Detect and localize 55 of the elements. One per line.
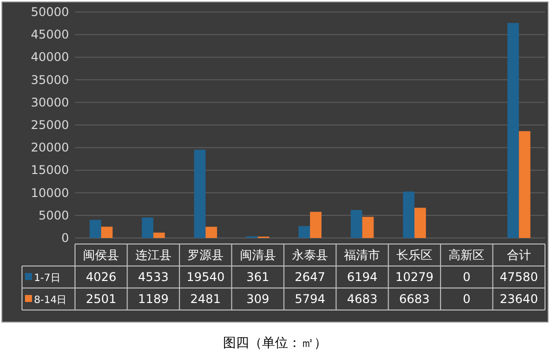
data-label: 6194 (346, 270, 378, 284)
y-tick-label: 10000 (30, 186, 69, 200)
data-label: 4026 (86, 270, 116, 284)
bar (518, 131, 530, 238)
bar (101, 226, 113, 238)
bar (350, 210, 362, 238)
bar (310, 212, 322, 238)
legend-label: 8-14日 (34, 295, 67, 306)
legend-label: 1-7日 (34, 273, 60, 284)
data-label: 4683 (346, 292, 378, 306)
bar (298, 226, 310, 238)
bar (414, 208, 426, 238)
x-tick-label: 长乐区 (396, 248, 432, 262)
bar (90, 220, 102, 238)
bar (507, 22, 519, 238)
data-label: 5794 (294, 292, 326, 306)
x-tick-label: 福清市 (344, 248, 380, 262)
text: 图四（单位：㎡） (223, 336, 327, 351)
x-tick-label: 罗源县 (188, 248, 224, 262)
data-label: 2481 (190, 292, 221, 306)
data-label: 0 (462, 270, 470, 284)
bar (362, 216, 374, 238)
data-label: 10279 (395, 270, 434, 284)
data-label: 2647 (294, 270, 326, 284)
x-tick-label: 合计 (506, 248, 531, 262)
x-tick-label: 高新区 (448, 248, 485, 262)
bar (153, 232, 165, 238)
data-label: 1189 (138, 292, 169, 306)
x-tick-label: 闽侯县 (83, 248, 120, 262)
data-label: 19540 (186, 270, 225, 284)
y-tick-label: 25000 (30, 118, 69, 132)
bar (194, 150, 206, 238)
y-tick-label: 45000 (30, 28, 69, 42)
x-tick-label: 连江县 (135, 248, 172, 262)
y-tick-label: 15000 (30, 163, 69, 178)
data-label: 6683 (399, 292, 430, 306)
data-label: 309 (246, 292, 270, 306)
y-tick-label: 40000 (30, 50, 69, 64)
data-label: 4533 (138, 270, 169, 284)
y-tick-label: 5000 (38, 208, 69, 222)
data-label: 23640 (500, 292, 538, 306)
y-tick-label: 20000 (30, 140, 69, 155)
y-tick-label: 0 (61, 231, 69, 245)
data-label: 361 (246, 270, 270, 284)
y-tick-label: 30000 (30, 95, 69, 110)
data-label: 0 (462, 292, 470, 306)
x-tick-label: 闽清县 (240, 248, 276, 262)
data-label: 2501 (86, 292, 116, 306)
bar (402, 192, 414, 238)
bar (142, 218, 154, 238)
data-label: 47580 (500, 270, 538, 284)
x-tick-label: 永泰县 (292, 248, 328, 262)
y-tick-label: 35000 (30, 72, 69, 87)
y-tick-label: 50000 (30, 5, 69, 19)
bar (206, 226, 218, 238)
